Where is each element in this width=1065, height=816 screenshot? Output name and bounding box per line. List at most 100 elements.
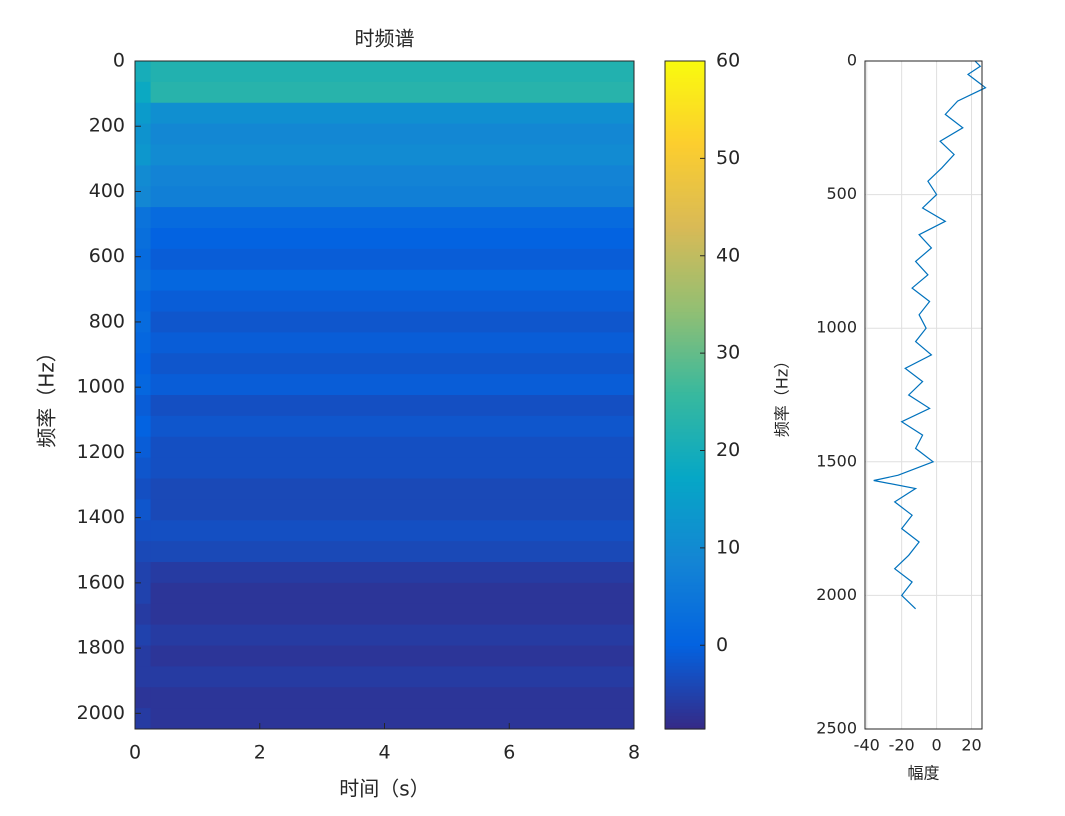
colorbar-swatch (665, 141, 705, 146)
heatmap-cell (150, 457, 635, 479)
y-tick-label: 1800 (77, 637, 125, 659)
heatmap-cell (135, 144, 152, 166)
colorbar-swatch (665, 421, 705, 426)
colorbar-swatch (665, 418, 705, 423)
colorbar-swatch (665, 461, 705, 466)
colorbar-swatch (665, 541, 705, 546)
colorbar-swatch (665, 438, 705, 443)
colorbar-swatch (665, 518, 705, 523)
colorbar-swatch (665, 308, 705, 313)
heatmap-cell (150, 645, 635, 667)
colorbar-swatch (665, 298, 705, 303)
colorbar-swatch (665, 525, 705, 530)
colorbar-swatch (665, 395, 705, 399)
x-tick-label: 2 (254, 742, 266, 764)
colorbar-swatch (665, 702, 705, 707)
colorbar-swatch (665, 364, 705, 369)
colorbar-swatch (665, 628, 705, 633)
colorbar-swatch (665, 331, 705, 336)
colorbar-swatch (665, 274, 705, 279)
heatmap-cell (135, 332, 152, 354)
line (873, 60, 987, 610)
heatmap-cell (135, 102, 152, 125)
colorbar-swatch (665, 515, 705, 520)
colorbar-swatch (665, 288, 705, 293)
colorbar-swatch (665, 645, 705, 650)
y-tick-label: 1400 (77, 506, 125, 528)
colorbar-swatch (665, 268, 705, 273)
heatmap-cell (150, 123, 635, 145)
colorbar-swatch (665, 191, 705, 196)
x-tick-label: 4 (378, 742, 390, 764)
colorbar-swatch (665, 408, 705, 413)
colorbar-swatch (665, 612, 705, 617)
heatmap-cell (135, 186, 152, 208)
y-tick-label: 1000 (77, 376, 125, 398)
colorbar-swatch (665, 374, 705, 379)
colorbar-swatch (665, 708, 705, 713)
heatmap-cell (150, 102, 635, 125)
colorbar-tick-label: 0 (716, 634, 728, 656)
colorbar-swatch (665, 658, 705, 663)
colorbar-swatch (665, 405, 705, 409)
colorbar-swatch (665, 127, 705, 132)
colorbar-swatch (665, 595, 705, 600)
colorbar-swatch (665, 435, 705, 440)
colorbar-swatch (665, 575, 705, 580)
x-axis-label: 时间（s） (339, 777, 429, 801)
colorbar-swatch (665, 411, 705, 416)
colorbar-swatch (665, 688, 705, 693)
colorbar-swatch (665, 231, 705, 236)
y-axis-label: 频率（Hz） (773, 353, 792, 437)
colorbar-swatch (665, 682, 705, 687)
colorbar-swatch (665, 495, 705, 500)
heatmap-cell (150, 520, 635, 542)
colorbar-box (664, 60, 706, 730)
colorbar-swatch (665, 121, 705, 126)
heatmap-cell (135, 248, 152, 271)
y-tick-label: 800 (89, 310, 125, 332)
heatmap-cell (135, 311, 152, 333)
colorbar-swatch (665, 328, 705, 333)
colorbar-swatch (665, 211, 705, 216)
y-tick-label: 1500 (816, 451, 857, 470)
colorbar-swatch (665, 181, 705, 186)
colorbar-swatch (665, 194, 705, 199)
colorbar-swatch (665, 204, 705, 209)
colorbar-swatch (665, 675, 705, 680)
colorbar-swatch (665, 618, 705, 623)
colorbar-swatch (665, 608, 705, 613)
heatmap-cell (150, 269, 635, 292)
colorbar-swatch (665, 678, 705, 683)
colorbar-swatch (665, 348, 705, 353)
colorbar-swatch (665, 695, 705, 700)
heatmap-cell (135, 666, 152, 688)
colorbar-swatch (665, 598, 705, 603)
colorbar-swatch (665, 652, 705, 657)
y-axis-label: 频率（Hz） (35, 342, 59, 448)
colorbar-swatch (665, 201, 705, 206)
colorbar-swatch (665, 114, 705, 119)
colorbar-swatch (665, 381, 705, 386)
heatmap-cell (135, 541, 152, 563)
colorbar-swatch (665, 314, 705, 319)
colorbar-swatch (665, 501, 705, 506)
colorbar-swatch (665, 278, 705, 283)
colorbar-swatch (665, 318, 705, 323)
heatmap-cell (150, 81, 635, 104)
y-tick-label: 1000 (816, 318, 857, 337)
colorbar-swatch (665, 398, 705, 403)
colorbar-swatch (665, 134, 705, 139)
x-axis-label: 幅度 (907, 764, 939, 783)
colorbar-swatch (665, 271, 705, 276)
colorbar-swatch (665, 77, 705, 82)
colorbar-swatch (665, 468, 705, 473)
colorbar-swatch (665, 238, 705, 242)
heatmap-cell (150, 144, 635, 166)
colorbar-swatch (665, 505, 705, 510)
colorbar-swatch (665, 605, 705, 610)
colorbar-swatch (665, 445, 705, 450)
colorbar-swatch (665, 508, 705, 513)
colorbar-swatch (665, 177, 705, 182)
